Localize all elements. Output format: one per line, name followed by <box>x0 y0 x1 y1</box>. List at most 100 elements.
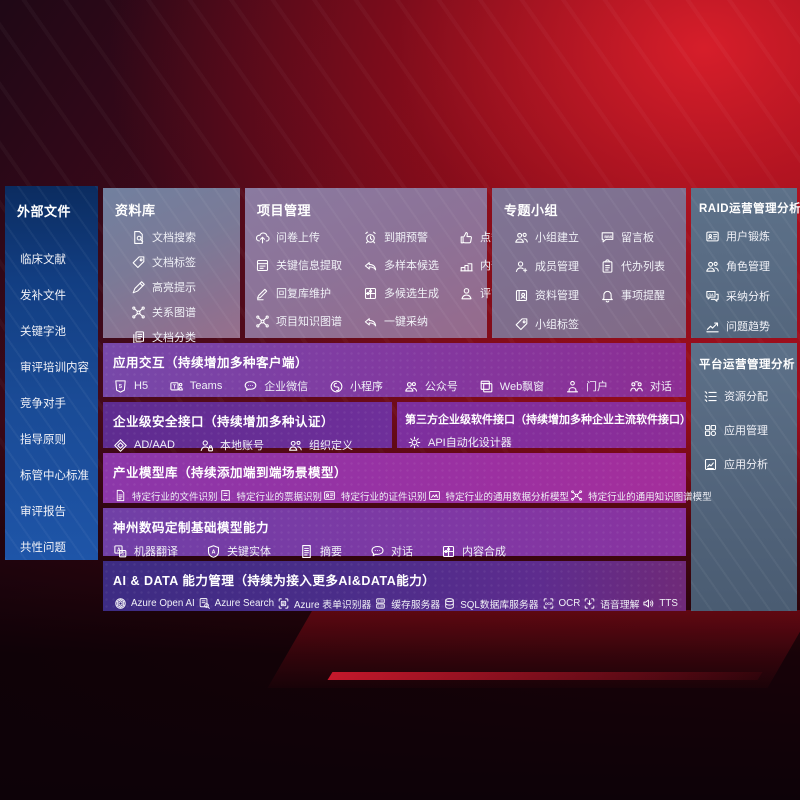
feature-item: 缓存服务器 <box>373 596 440 611</box>
feature-label: 特定行业的通用知识图谱模型 <box>588 491 712 503</box>
foundation-items: A 文机器翻译 A 关键实体 摘要 对话 内容合成 <box>113 543 672 559</box>
feature-item: 本地账号 <box>199 437 264 453</box>
row-title: 第三方企业级软件接口（持续增加多种企业主流软件接口） <box>405 414 691 426</box>
feature-item: 特定行业的通用知识图谱模型 <box>569 488 712 503</box>
feature-item: API自动化设计器 <box>407 434 512 450</box>
row-title: 产业模型库（持续添加端到端场景模型） <box>113 466 348 480</box>
feature-label: 到期预警 <box>384 232 428 244</box>
feature-label: 角色管理 <box>726 261 770 273</box>
feature-label: 文档分类 <box>152 332 196 344</box>
feature-label: 关键实体 <box>227 546 271 558</box>
sidebar-item: 审评培训内容 <box>20 359 98 375</box>
panel-platform-analysis: 平台运营管理分析 资源分配 应用管理 应用分析 <box>691 343 797 611</box>
list-icon <box>703 389 718 404</box>
platform-items: 资源分配 应用管理 应用分析 <box>703 388 797 472</box>
feature-label: AD/AAD <box>134 439 175 451</box>
image-chart-icon <box>427 488 442 503</box>
adopt-arrow-icon <box>363 314 378 329</box>
feature-label: 对话 <box>649 381 672 393</box>
app-items: 5 H5 T Teams 企业微信 小程序 公众号 Web飘窗 门户 对话 <box>113 378 672 394</box>
feature-label: 公众号 <box>424 381 458 393</box>
summary-icon <box>299 544 314 559</box>
feature-label: 审评报告 <box>20 506 66 518</box>
feature-item: 特定行业的票据识别 <box>218 488 323 503</box>
feature-item: 问卷上传 <box>255 229 355 245</box>
row-app-interaction: 应用交互（持续增加多种客户端） 5 H5 T Teams 企业微信 小程序 公众号 Web飘窗… <box>103 343 686 397</box>
feature-label: 缓存服务器 <box>391 599 441 611</box>
feature-item: 特定行业的证件识别 <box>322 488 427 503</box>
graph-icon <box>255 314 270 329</box>
dialog-icon <box>629 379 644 394</box>
feature-label: Azure 表单识别器 <box>293 599 372 611</box>
sql-db-icon <box>442 596 457 611</box>
panel-title: 外部文件 <box>17 204 72 219</box>
feature-item: 企业微信 <box>243 378 308 394</box>
feature-item: 问题趋势 <box>705 318 797 334</box>
doc-search-icon <box>131 230 146 245</box>
feature-label: 小组建立 <box>535 232 579 244</box>
sidebar-item: 审评报告 <box>20 503 98 519</box>
cloud-upload-icon <box>255 230 270 245</box>
bell-icon <box>600 288 615 303</box>
feature-label: 资源分配 <box>724 391 768 403</box>
feature-item: AD/AAD <box>113 438 175 453</box>
web-window-icon <box>479 379 494 394</box>
feature-label: H5 <box>134 380 149 392</box>
panel-raid-analysis: RAID运营管理分析 用户锻炼 角色管理 QA 采纳分析 问题趋势 <box>691 188 800 338</box>
feature-label: 问题趋势 <box>726 321 770 333</box>
thumbs-up-icon <box>459 230 474 245</box>
feature-item: 多候选生成 <box>363 285 451 301</box>
feature-label: 多候选生成 <box>384 288 439 300</box>
project-items: 问卷上传到期预警点赞感谢关键信息提取多样本候选内部专家排名回复库维护多候选生成评… <box>255 229 546 329</box>
feature-item: 语音理解 <box>582 596 639 611</box>
row-ai-data-management: AI & DATA 能力管理（持续为接入更多AI&DATA能力） Azure O… <box>103 561 686 611</box>
id-card-icon <box>705 229 720 244</box>
svg-text:QA: QA <box>709 292 715 296</box>
feature-label: 关键字池 <box>20 326 66 338</box>
svg-text:5: 5 <box>119 384 122 390</box>
svg-text:A: A <box>212 549 216 555</box>
thirdparty-items: API自动化设计器 <box>407 434 672 450</box>
feature-label: 一键采纳 <box>384 316 428 328</box>
doc-recog-icon <box>113 488 128 503</box>
feature-label: 关键信息提取 <box>276 260 342 272</box>
feature-item: 门户 <box>565 378 608 394</box>
feature-item: 到期预警 <box>363 229 451 245</box>
feature-label: 高亮提示 <box>152 282 196 294</box>
feature-item: 回复库维护 <box>255 285 355 301</box>
row-thirdparty-interface: 第三方企业级软件接口（持续增加多种企业主流软件接口） API自动化设计器 <box>397 402 691 450</box>
invoice-icon <box>218 488 233 503</box>
feature-label: 审评培训内容 <box>20 362 89 374</box>
feature-label: API自动化设计器 <box>428 437 512 449</box>
alarm-icon <box>363 230 378 245</box>
feature-item: OCR OCR <box>541 596 580 611</box>
form-recognizer-icon <box>276 596 291 611</box>
feature-item: 关系图谱 <box>131 304 240 320</box>
feature-item: Azure Search <box>197 596 274 611</box>
people-icon <box>705 259 720 274</box>
security-items: AD/AAD 本地账号 组织定义 <box>113 437 378 453</box>
row-title: AI & DATA 能力管理（持续为接入更多AI&DATA能力） <box>113 574 436 588</box>
feature-item: Azure 表单识别器 <box>276 596 371 611</box>
feature-item: 资源分配 <box>703 388 797 404</box>
raid-items: 用户锻炼 角色管理 QA 采纳分析 问题趋势 <box>705 228 797 334</box>
feature-item: 资料管理 <box>514 287 590 303</box>
feature-label: 多样本候选 <box>384 260 439 272</box>
feature-label: 特定行业的票据识别 <box>236 491 323 503</box>
feature-item: 多样本候选 <box>363 257 451 273</box>
feature-label: 发补文件 <box>20 290 66 302</box>
graph-icon <box>569 488 584 503</box>
row-title: 企业级安全接口（持续增加多种认证） <box>113 415 335 429</box>
feature-item: 代办列表 <box>600 258 686 274</box>
tts-icon <box>641 596 656 611</box>
feature-item: BBS 留言板 <box>600 229 686 245</box>
feature-item: 角色管理 <box>705 258 797 274</box>
clipboard-icon <box>600 258 615 274</box>
member-icon <box>514 259 529 274</box>
portal-icon <box>565 379 580 394</box>
feature-label: 应用分析 <box>724 459 768 471</box>
panel-topic-groups: 专题小组 小组建立 BBS 留言板 成员管理 代办列表 资料管理 事项提醒 小组标签 <box>492 188 686 338</box>
sidebar-item: 标管中心标准 <box>20 467 98 483</box>
openai-icon <box>113 596 128 611</box>
